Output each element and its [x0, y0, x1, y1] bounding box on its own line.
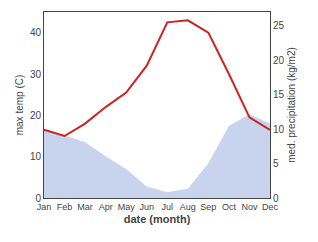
- svg-text:40: 40: [30, 27, 42, 38]
- svg-text:30: 30: [30, 69, 42, 80]
- svg-text:Sep: Sep: [200, 202, 216, 212]
- svg-text:date (month): date (month): [124, 213, 191, 225]
- svg-text:15: 15: [273, 89, 285, 100]
- svg-text:10: 10: [273, 124, 285, 135]
- svg-text:Oct: Oct: [222, 202, 237, 212]
- svg-text:Jun: Jun: [139, 202, 154, 212]
- svg-text:Jan: Jan: [37, 202, 52, 212]
- svg-text:Jul: Jul: [162, 202, 174, 212]
- svg-text:Nov: Nov: [241, 202, 258, 212]
- svg-text:0: 0: [35, 193, 41, 204]
- svg-text:Dec: Dec: [262, 202, 279, 212]
- svg-text:med. precipitation (kg/m2): med. precipitation (kg/m2): [286, 47, 297, 163]
- svg-text:Aug: Aug: [180, 202, 196, 212]
- svg-text:20: 20: [273, 55, 285, 66]
- svg-text:May: May: [118, 202, 136, 212]
- svg-text:10: 10: [30, 151, 42, 162]
- svg-text:Apr: Apr: [99, 202, 113, 212]
- svg-text:Feb: Feb: [57, 202, 73, 212]
- svg-text:max temp (C): max temp (C): [14, 75, 25, 136]
- svg-text:25: 25: [273, 20, 285, 31]
- svg-text:0: 0: [273, 193, 279, 204]
- svg-text:5: 5: [273, 158, 279, 169]
- svg-text:20: 20: [30, 110, 42, 121]
- svg-text:Mar: Mar: [77, 202, 93, 212]
